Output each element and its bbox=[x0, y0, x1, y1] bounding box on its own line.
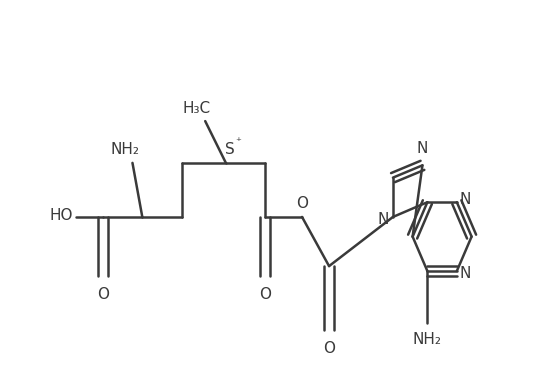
Text: S: S bbox=[225, 142, 235, 157]
Text: N: N bbox=[417, 141, 428, 157]
Text: N: N bbox=[459, 192, 471, 207]
Text: NH₂: NH₂ bbox=[111, 142, 140, 157]
Text: N: N bbox=[378, 212, 389, 227]
Text: O: O bbox=[323, 341, 335, 356]
Text: N: N bbox=[459, 266, 471, 281]
Text: ⁺: ⁺ bbox=[236, 137, 241, 147]
Text: O: O bbox=[296, 196, 308, 211]
Text: O: O bbox=[259, 287, 271, 302]
Text: H₃C: H₃C bbox=[182, 101, 211, 116]
Text: O: O bbox=[97, 287, 109, 302]
Text: HO: HO bbox=[50, 208, 73, 223]
Text: NH₂: NH₂ bbox=[413, 332, 442, 347]
